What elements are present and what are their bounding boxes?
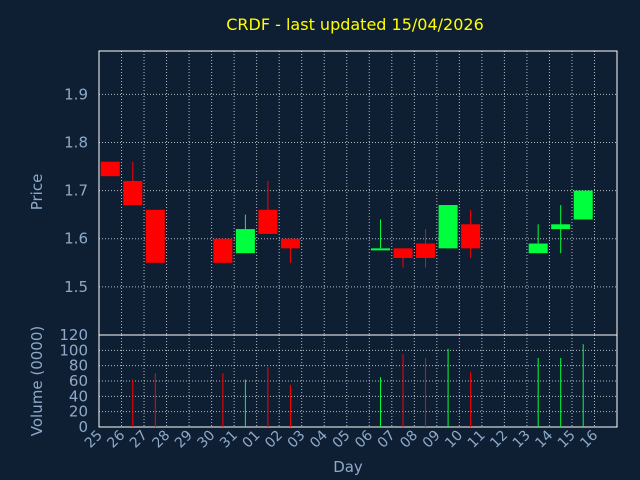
candle-body xyxy=(573,190,593,220)
candle-body xyxy=(371,248,391,251)
price-tick-label: 1.8 xyxy=(64,133,88,151)
candle-body xyxy=(258,209,278,234)
volume-tick-label: 100 xyxy=(59,341,88,359)
volume-tick-label: 120 xyxy=(59,326,88,344)
price-tick-label: 1.6 xyxy=(64,230,88,248)
volume-tick-label: 0 xyxy=(78,418,88,436)
candle-body xyxy=(213,238,233,263)
candle-body xyxy=(438,205,458,249)
candle-body xyxy=(100,161,120,177)
volume-tick-label: 60 xyxy=(69,372,88,390)
price-tick-label: 1.7 xyxy=(64,182,88,200)
x-axis-label: Day xyxy=(333,458,363,476)
candle-body xyxy=(528,243,548,254)
candle-body xyxy=(235,229,255,254)
chart-title: CRDF - last updated 15/04/2026 xyxy=(226,15,484,34)
price-tick-label: 1.9 xyxy=(64,85,88,103)
candle-body xyxy=(145,209,165,263)
volume-tick-label: 20 xyxy=(69,403,88,421)
candle-body xyxy=(393,248,413,258)
candle-body xyxy=(551,224,571,230)
price-axis-label: Price xyxy=(28,174,46,211)
candle-body xyxy=(280,238,300,249)
volume-axis-label: Volume (0000) xyxy=(28,326,46,436)
candle-body xyxy=(416,243,436,258)
volume-tick-label: 80 xyxy=(69,357,88,375)
candle-body xyxy=(123,180,143,206)
price-panel: 1.5 1.6 1.7 1.8 1.9 xyxy=(64,50,618,336)
volume-tick-label: 40 xyxy=(69,387,88,405)
price-tick-label: 1.5 xyxy=(64,278,88,296)
candle-body xyxy=(461,224,481,249)
volume-frame xyxy=(98,334,618,428)
x-tick-labels: 2526272829303101020304050607080910111213… xyxy=(82,427,601,451)
